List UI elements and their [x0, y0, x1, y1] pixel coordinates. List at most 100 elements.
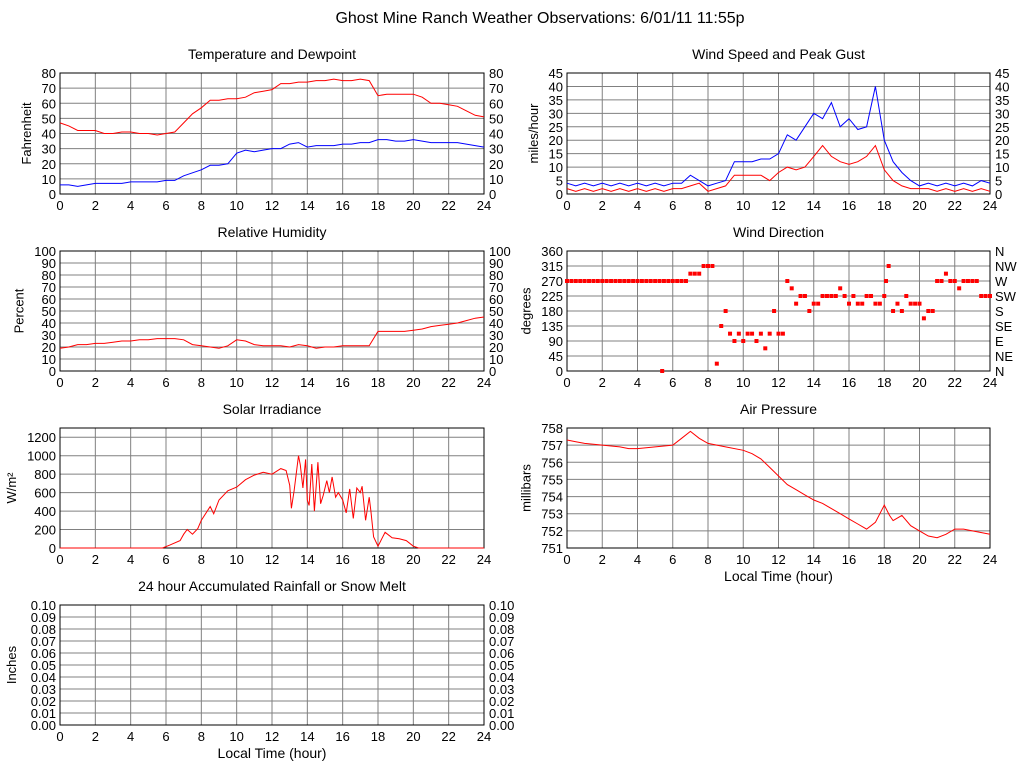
- x-tick-label: 0: [563, 552, 570, 567]
- chart-title: Wind Speed and Peak Gust: [692, 46, 865, 62]
- data-point: [622, 279, 627, 283]
- data-point: [692, 271, 697, 276]
- y-tick-label-right: 40: [995, 79, 1009, 94]
- x-tick-label: 24: [477, 729, 491, 744]
- y-tick-label: 180: [541, 304, 563, 319]
- data-point: [891, 309, 896, 313]
- y-tick-label-right: 40: [489, 316, 503, 331]
- plot-border: [59, 250, 485, 372]
- y-tick-label: 0: [49, 541, 56, 556]
- data-point: [869, 294, 874, 298]
- x-tick-label: 22: [948, 198, 962, 213]
- y-tick-label: 90: [549, 334, 563, 349]
- data-point: [943, 271, 948, 276]
- data-point: [675, 279, 680, 283]
- x-tick-label: 6: [162, 552, 169, 567]
- plot-border: [566, 427, 991, 549]
- y-tick-label-right: 10: [489, 172, 503, 187]
- x-tick-label: 10: [736, 375, 750, 390]
- data-point: [979, 294, 984, 298]
- x-tick-label: 16: [842, 198, 856, 213]
- data-point: [983, 294, 988, 298]
- data-point: [838, 286, 843, 291]
- chart-title: Wind Direction: [733, 224, 824, 240]
- y-tick-label: 0.06: [31, 646, 56, 661]
- y-axis-label: Percent: [12, 288, 27, 333]
- x-tick-label: 18: [877, 198, 891, 213]
- data-point: [613, 279, 618, 283]
- data-point: [573, 279, 578, 283]
- y-tick-label-right: 0: [995, 187, 1002, 202]
- y-tick-label-right: 5: [995, 174, 1002, 189]
- x-tick-label: 16: [335, 552, 349, 567]
- x-tick-label: 2: [599, 552, 606, 567]
- y-axis-label: W/m²: [4, 472, 19, 504]
- y-tick-label-right: 70: [489, 81, 503, 96]
- y-tick-label-right: 90: [489, 256, 503, 271]
- x-tick-label: 4: [127, 552, 134, 567]
- y-tick-label: 0: [49, 187, 56, 202]
- data-point: [829, 294, 834, 298]
- y-tick-label: 0: [556, 187, 563, 202]
- y-tick-label: 30: [549, 106, 563, 121]
- x-tick-label: 10: [229, 198, 243, 213]
- y-tick-label: 20: [549, 133, 563, 148]
- data-point: [842, 294, 847, 298]
- data-point: [939, 279, 944, 283]
- data-point: [913, 301, 918, 306]
- y-tick-label-right: SE: [995, 319, 1013, 334]
- y-tick-label-right: NW: [995, 259, 1017, 274]
- x-tick-label: 14: [300, 198, 314, 213]
- x-tick-label: 8: [704, 552, 711, 567]
- y-tick-label-right: 60: [489, 292, 503, 307]
- y-tick-label-right: 50: [489, 304, 503, 319]
- y-tick-label: 60: [42, 292, 56, 307]
- y-tick-label-right: 0.05: [489, 658, 514, 673]
- data-point: [648, 279, 653, 283]
- x-tick-label: 8: [704, 198, 711, 213]
- data-point: [930, 309, 935, 313]
- data-point: [639, 279, 644, 283]
- page-title: Ghost Mine Ranch Weather Observations: 6…: [335, 10, 744, 27]
- x-tick-label: 12: [771, 198, 785, 213]
- y-tick-label: 200: [34, 523, 56, 538]
- x-tick-label: 0: [56, 198, 63, 213]
- y-tick-label: 1200: [27, 430, 56, 445]
- x-tick-label: 0: [563, 375, 570, 390]
- x-tick-label: 6: [669, 552, 676, 567]
- y-tick-label: 0.07: [31, 634, 56, 649]
- x-tick-label: 0: [56, 375, 63, 390]
- y-tick-label: 315: [541, 259, 563, 274]
- x-tick-label: 24: [983, 552, 997, 567]
- y-tick-label: 1000: [27, 449, 56, 464]
- y-tick-label: 30: [42, 142, 56, 157]
- y-tick-label-right: 25: [995, 120, 1009, 135]
- data-point: [882, 294, 887, 298]
- x-tick-label: 22: [441, 552, 455, 567]
- x-tick-label: 14: [300, 375, 314, 390]
- data-point: [595, 279, 600, 283]
- y-tick-label: 45: [549, 66, 563, 81]
- x-tick-label: 18: [371, 552, 385, 567]
- y-tick-label-right: 0: [489, 364, 496, 379]
- y-tick-label: 80: [42, 66, 56, 81]
- data-point: [763, 346, 768, 351]
- data-point: [582, 279, 587, 283]
- y-tick-label: 752: [541, 524, 563, 539]
- y-tick-label: 758: [541, 421, 563, 436]
- data-point: [873, 301, 878, 306]
- y-axis-label: Inches: [4, 645, 19, 684]
- y-tick-label: 400: [34, 504, 56, 519]
- data-point: [886, 264, 891, 268]
- x-tick-label: 2: [92, 198, 99, 213]
- y-tick-label-right: 30: [489, 142, 503, 157]
- x-tick-label: 10: [229, 375, 243, 390]
- x-tick-label: 0: [56, 729, 63, 744]
- data-point: [877, 301, 882, 306]
- y-tick-label: 70: [42, 81, 56, 96]
- y-tick-label-right: 0.09: [489, 610, 514, 625]
- y-tick-label: 0.01: [31, 706, 56, 721]
